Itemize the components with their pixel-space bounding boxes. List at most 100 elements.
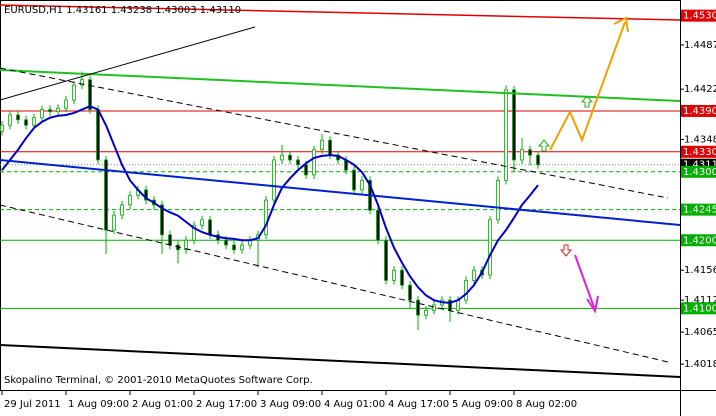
plot-frame [0, 0, 681, 391]
candle-body [240, 244, 244, 251]
candle-body [280, 154, 284, 161]
up-arrow [580, 95, 594, 108]
y-tick-label: 1.41120 [684, 295, 716, 306]
candle-body [96, 109, 100, 161]
y-tick-label: 1.44870 [684, 40, 716, 51]
candle-body [80, 79, 84, 86]
candle-body [264, 199, 268, 236]
candle-body [48, 109, 52, 113]
candle-body [456, 299, 460, 311]
trend-lines [0, 4, 681, 378]
x-tick-label: 2 Aug 17:00 [196, 399, 257, 410]
candle-body [432, 304, 436, 311]
forecast-arrow [549, 21, 626, 151]
x-tick-label: 2 Aug 01:00 [132, 399, 193, 410]
level-label-bg [681, 203, 716, 216]
level-label-bg [681, 302, 716, 315]
trend-line [0, 159, 681, 226]
down-arrow [559, 244, 573, 257]
level-label: 1.43006 [683, 167, 716, 178]
level-label-bg [681, 145, 716, 158]
x-tick-label: 5 Aug 09:00 [452, 399, 513, 410]
level-label-bg [681, 9, 716, 22]
candle-body [112, 214, 116, 231]
candle-body [320, 139, 324, 151]
candle-body [296, 159, 300, 166]
trend-line [0, 344, 681, 378]
candle-body [232, 244, 236, 251]
candle-body [88, 79, 92, 110]
trend-line [0, 4, 681, 21]
candle-body [464, 280, 468, 301]
candle-body [288, 154, 292, 161]
candle-body [504, 89, 508, 181]
candle-body [104, 159, 108, 231]
candle-body [24, 119, 28, 126]
candle-body [520, 149, 524, 161]
arrow-head [613, 16, 629, 33]
candle-body [32, 117, 36, 126]
candle-body [536, 154, 540, 166]
chart-header: EURUSD,H1 1.43161 1.43238 1.43003 1.4311… [4, 5, 241, 16]
candle-body [352, 169, 356, 191]
level-label: 1.42450 [683, 205, 716, 216]
candle-body [0, 124, 4, 132]
candle-body [312, 149, 316, 176]
candle-body [168, 234, 172, 246]
candle-body [8, 114, 12, 126]
candle-body [224, 239, 228, 246]
candle-body [160, 204, 164, 236]
candle-body [56, 107, 60, 113]
arrow-head [586, 295, 599, 314]
candle-body [208, 219, 212, 236]
level-label: 1.45300 [683, 11, 716, 22]
level-label: 1.43110 [683, 160, 716, 171]
level-label-bg [681, 104, 716, 117]
trend-line [0, 67, 669, 199]
x-tick-label: 4 Aug 01:00 [324, 399, 385, 410]
candle-body [328, 139, 332, 156]
candle-body [376, 209, 380, 241]
level-label: 1.43900 [683, 106, 716, 117]
candle-body [304, 164, 308, 176]
y-tick-label: 1.40650 [684, 327, 716, 338]
candle-body [16, 114, 20, 121]
candle-body [416, 299, 420, 316]
x-tick-label: 29 Jul 2011 [4, 399, 61, 410]
level-label: 1.41000 [683, 303, 716, 314]
trend-line [0, 26, 256, 101]
candle-body [496, 179, 500, 221]
level-label: 1.43300 [683, 147, 716, 158]
forecast-arrow [574, 254, 596, 311]
candle-body [120, 204, 124, 216]
candle-body [424, 309, 428, 316]
y-tick-label: 1.43480 [684, 135, 716, 146]
candle-body [64, 99, 68, 109]
y-tick-label: 1.44220 [684, 84, 716, 95]
candle-body [384, 239, 388, 281]
level-label: 1.42000 [683, 235, 716, 246]
candle-body [488, 219, 492, 276]
x-tick-label: 3 Aug 09:00 [260, 399, 321, 410]
x-tick-label: 4 Aug 17:00 [388, 399, 449, 410]
candle-body [200, 219, 204, 226]
y-tick-label: 1.41560 [684, 265, 716, 276]
trend-line [0, 204, 669, 363]
candle-body [128, 194, 132, 206]
candle-body [144, 189, 148, 201]
candle-body [360, 179, 364, 191]
candle-body [400, 269, 404, 286]
x-tick-label: 8 Aug 02:00 [516, 399, 577, 410]
candle-body [72, 84, 76, 101]
x-tick-label: 1 Aug 09:00 [68, 399, 129, 410]
footer: Skopalino Terminal, © 2001-2010 MetaQuot… [4, 375, 313, 386]
marks [0, 71, 680, 331]
candle-body [40, 109, 44, 119]
candle-body [472, 269, 476, 281]
candle-body [184, 239, 188, 251]
candle-body [392, 269, 396, 281]
y-tick-label: 1.40180 [684, 359, 716, 370]
